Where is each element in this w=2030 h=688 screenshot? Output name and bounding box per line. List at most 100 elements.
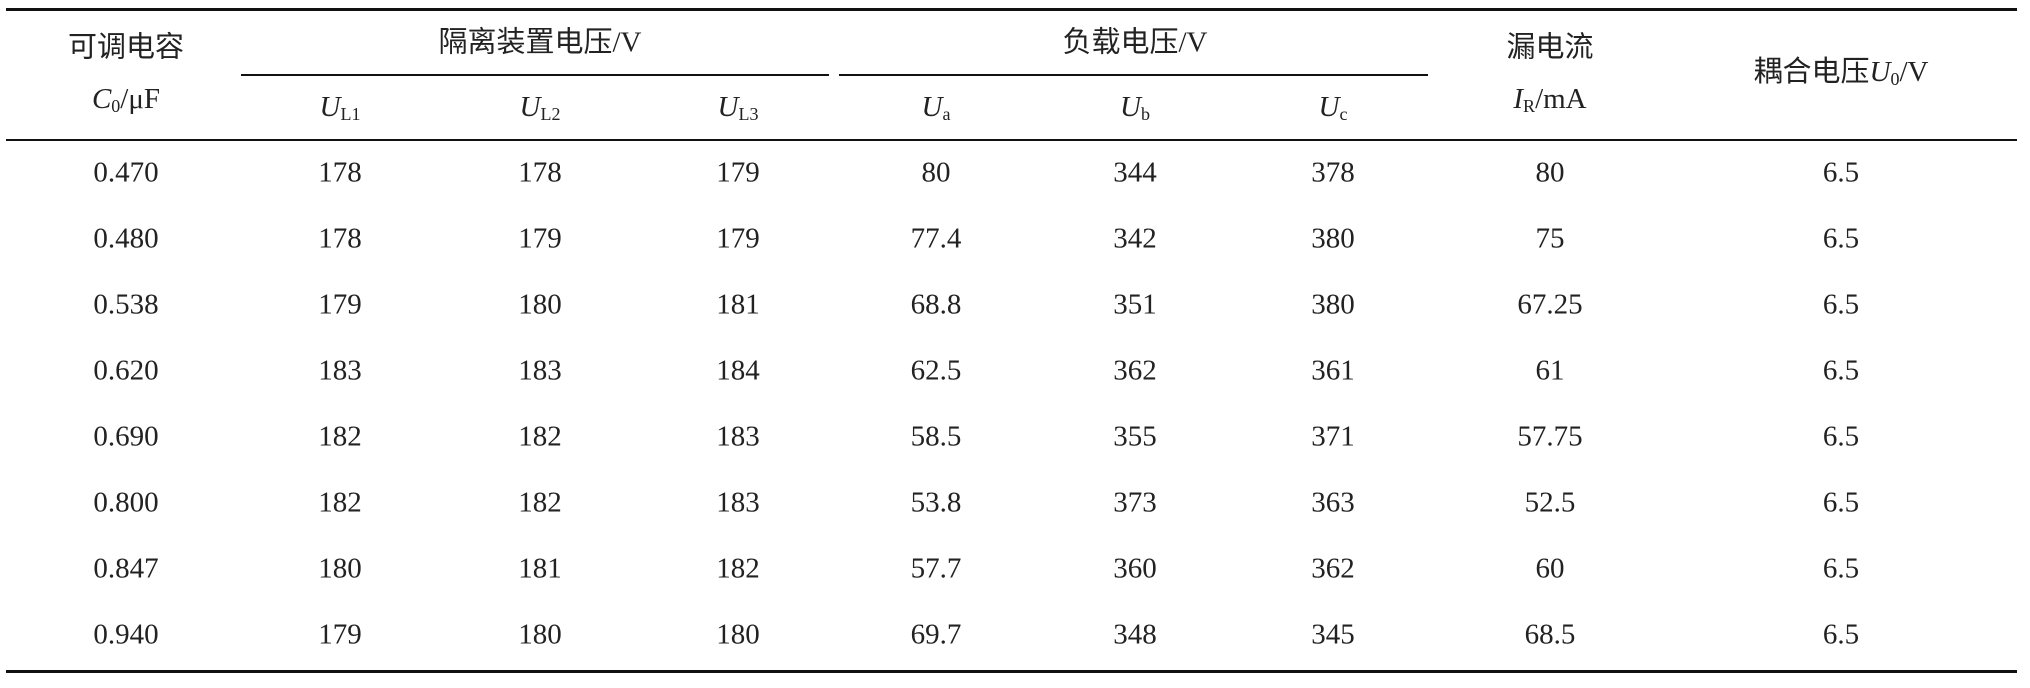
table-cell: 53.8	[910, 486, 962, 519]
table-cell: 0.620	[93, 354, 159, 387]
symbol: U	[519, 91, 541, 123]
table-cell: 178	[318, 156, 362, 189]
table-cell: 361	[1311, 354, 1355, 387]
symbol: U	[921, 91, 943, 123]
subheader-cell: Uc	[1318, 91, 1348, 124]
header-unit: C0/μF	[91, 83, 161, 116]
subheader-cell: Ub	[1120, 93, 1150, 124]
name: 耦合电压	[1753, 56, 1870, 88]
table-cell: 75	[1535, 222, 1565, 255]
subheader-cell: Ua	[921, 91, 951, 124]
table-cell: 380	[1311, 288, 1355, 321]
symbol: U	[717, 91, 739, 123]
table-cell: 183	[716, 420, 760, 453]
group-header: 隔离装置电压/V	[438, 26, 642, 59]
table-cell: 0.538	[93, 288, 159, 321]
table-cell: 69.7	[910, 618, 962, 651]
table-cell: 183	[518, 354, 562, 387]
subscript: L2	[540, 104, 561, 124]
table-cell: 6.5	[1822, 288, 1860, 321]
table-cell: 182	[716, 552, 760, 585]
table-cell: 0.470	[93, 156, 159, 189]
table-cell: 6.5	[1822, 486, 1860, 519]
table-cell: 6.5	[1822, 156, 1860, 189]
header-cell: 漏电流	[1506, 31, 1594, 64]
header-unit: IR/mA	[1513, 83, 1587, 116]
table-cell: 179	[318, 288, 362, 321]
subscript: L3	[738, 104, 759, 124]
subheader-cell: UL3	[717, 91, 759, 124]
table-cell: 68.5	[1524, 618, 1576, 651]
symbol: U	[319, 91, 341, 123]
subscript: b	[1140, 104, 1150, 124]
symbol: I	[1513, 83, 1524, 115]
table-cell: 0.690	[93, 420, 159, 453]
table-cell: 0.940	[93, 618, 159, 651]
table-cell: 380	[1311, 222, 1355, 255]
table-cell: 57.75	[1517, 420, 1583, 453]
group-rule	[241, 74, 829, 76]
symbol: U	[1318, 91, 1340, 123]
table-cell: 6.5	[1822, 552, 1860, 585]
table-cell: 182	[318, 420, 362, 453]
table-cell: 67.25	[1517, 288, 1583, 321]
table-cell: 61	[1535, 354, 1565, 387]
unit: /mA	[1535, 83, 1587, 115]
subheader-cell: UL1	[319, 91, 361, 124]
table-cell: 371	[1311, 420, 1355, 453]
subscript: 0	[1890, 69, 1900, 89]
table-cell: 52.5	[1524, 486, 1576, 519]
table-cell: 179	[716, 222, 760, 255]
table-cell: 180	[318, 552, 362, 585]
table-cell: 178	[518, 156, 562, 189]
table-cell: 180	[518, 288, 562, 321]
table-cell: 6.5	[1822, 618, 1860, 651]
table-cell: 362	[1311, 552, 1355, 585]
table-cell: 183	[318, 354, 362, 387]
subscript: c	[1339, 104, 1348, 124]
table-cell: 182	[518, 486, 562, 519]
table-cell: 62.5	[910, 354, 962, 387]
subheader-cell: UL2	[519, 91, 561, 124]
table-cell: 360	[1113, 552, 1157, 585]
symbol: U	[1869, 56, 1891, 88]
table-cell: 180	[518, 618, 562, 651]
table-cell: 80	[1535, 156, 1565, 189]
table-cell: 351	[1113, 288, 1157, 321]
subscript: R	[1523, 96, 1536, 116]
table-cell: 182	[318, 486, 362, 519]
table-cell: 6.5	[1822, 222, 1860, 255]
table-cell: 0.847	[93, 552, 159, 585]
table-cell: 179	[716, 156, 760, 189]
table-cell: 344	[1113, 156, 1157, 189]
subscript: a	[942, 104, 951, 124]
unit: /V	[1899, 56, 1929, 88]
table-cell: 0.800	[93, 486, 159, 519]
unit: /μF	[120, 83, 161, 115]
table-cell: 181	[518, 552, 562, 585]
table-cell: 378	[1311, 156, 1355, 189]
table-cell: 363	[1311, 486, 1355, 519]
table-cell: 345	[1311, 618, 1355, 651]
table-cell: 179	[518, 222, 562, 255]
table-cell: 6.5	[1822, 354, 1860, 387]
subscript: 0	[111, 96, 121, 116]
table-cell: 60	[1535, 552, 1565, 585]
group-rule	[839, 74, 1428, 76]
table-cell: 183	[716, 486, 760, 519]
table-cell: 184	[716, 354, 760, 387]
table-cell: 57.7	[910, 552, 962, 585]
table-cell: 180	[716, 618, 760, 651]
table-cell: 342	[1113, 222, 1157, 255]
subscript: L1	[340, 104, 361, 124]
table-cell: 182	[518, 420, 562, 453]
bottom-rule	[6, 670, 2017, 673]
table-cell: 77.4	[910, 222, 962, 255]
table-cell: 58.5	[910, 420, 962, 453]
table-cell: 181	[716, 288, 760, 321]
table-cell: 68.8	[910, 288, 962, 321]
header-cell: 可调电容	[67, 31, 185, 64]
symbol: C	[91, 83, 112, 115]
header-cell: 耦合电压U0/V	[1753, 56, 1929, 89]
